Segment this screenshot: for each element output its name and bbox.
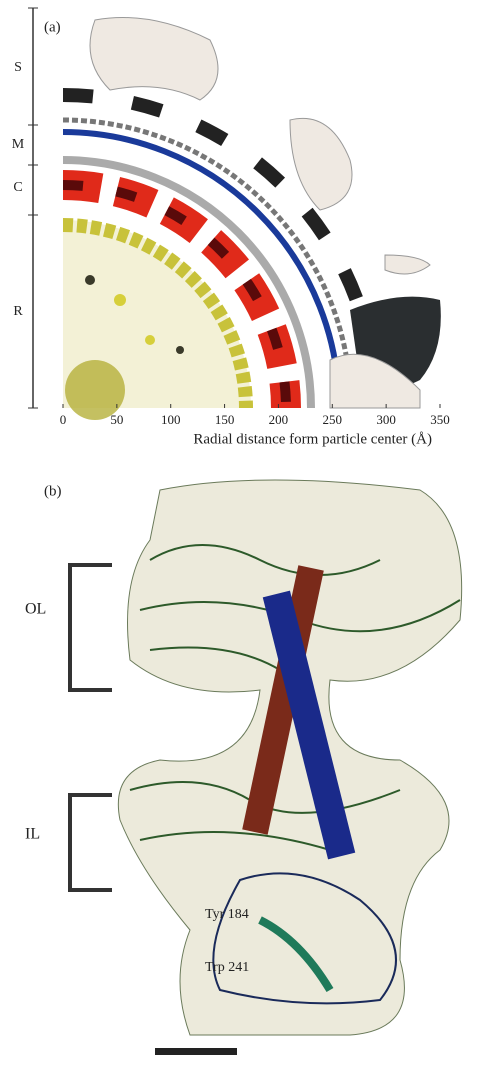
x-tick-label: 250 (323, 412, 343, 427)
panel-label: (b) (44, 483, 62, 499)
brackets (70, 565, 112, 890)
membrane-density (118, 480, 461, 1035)
region-label: R (13, 304, 23, 319)
figure: (a) Radial distance form particle center… (0, 0, 481, 1067)
region-label: C (13, 180, 22, 195)
region-label: S (14, 60, 22, 75)
x-tick-label: 50 (110, 412, 123, 427)
density-map (63, 18, 441, 421)
x-tick-label: 350 (430, 412, 450, 427)
x-tick-label: 100 (161, 412, 181, 427)
x-axis-label: Radial distance form particle center (Å) (193, 431, 432, 447)
x-tick-label: 300 (376, 412, 396, 427)
x-tick-label: 200 (269, 412, 289, 427)
bracket-label: OL (25, 601, 46, 618)
scale-bar (155, 1048, 237, 1055)
x-tick-label: 150 (215, 412, 235, 427)
x-tick-label: 0 (60, 412, 67, 427)
residue-label: Trp 241 (205, 960, 249, 975)
bracket-label: IL (25, 826, 40, 843)
panel-label: (a) (44, 19, 61, 35)
residue-label: Tyr 184 (205, 907, 249, 922)
region-label: M (12, 137, 25, 152)
